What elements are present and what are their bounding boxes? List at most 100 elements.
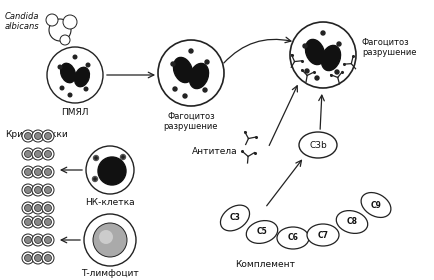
Circle shape: [45, 169, 52, 176]
Circle shape: [205, 60, 209, 64]
Circle shape: [73, 55, 77, 59]
Circle shape: [24, 237, 32, 244]
Circle shape: [24, 169, 32, 176]
Circle shape: [98, 157, 126, 185]
Circle shape: [42, 234, 54, 246]
Text: Комплемент: Комплемент: [235, 260, 295, 269]
Circle shape: [315, 76, 319, 80]
Circle shape: [203, 88, 207, 92]
Circle shape: [34, 186, 42, 193]
Ellipse shape: [336, 211, 368, 234]
Circle shape: [34, 151, 42, 157]
Text: C5: C5: [256, 227, 267, 237]
Circle shape: [58, 65, 62, 69]
Ellipse shape: [246, 221, 278, 243]
Circle shape: [32, 234, 44, 246]
Circle shape: [303, 44, 307, 48]
Text: НК-клетка: НК-клетка: [85, 198, 135, 207]
Circle shape: [173, 87, 177, 91]
Circle shape: [45, 151, 52, 157]
Circle shape: [22, 234, 34, 246]
Circle shape: [34, 237, 42, 244]
Circle shape: [60, 86, 64, 90]
Ellipse shape: [61, 63, 76, 83]
Circle shape: [183, 94, 187, 98]
Circle shape: [22, 166, 34, 178]
Circle shape: [32, 184, 44, 196]
Circle shape: [47, 47, 103, 103]
Circle shape: [86, 146, 134, 194]
Ellipse shape: [75, 67, 89, 87]
Text: Антитела: Антитела: [192, 148, 238, 157]
Circle shape: [337, 42, 341, 46]
Text: Криптококки: Криптококки: [5, 130, 68, 139]
Ellipse shape: [322, 45, 341, 71]
Circle shape: [42, 130, 54, 142]
Text: C3b: C3b: [309, 141, 327, 150]
Circle shape: [45, 186, 52, 193]
Circle shape: [32, 202, 44, 214]
Circle shape: [22, 216, 34, 228]
Ellipse shape: [307, 224, 339, 246]
Circle shape: [42, 216, 54, 228]
Text: Candida
albicans: Candida albicans: [5, 12, 39, 31]
Circle shape: [84, 214, 136, 266]
Circle shape: [22, 148, 34, 160]
Ellipse shape: [190, 63, 209, 88]
Circle shape: [321, 31, 325, 35]
Circle shape: [93, 155, 99, 160]
Ellipse shape: [277, 227, 309, 249]
Circle shape: [32, 252, 44, 264]
Circle shape: [24, 218, 32, 225]
Circle shape: [42, 166, 54, 178]
Circle shape: [42, 252, 54, 264]
Circle shape: [84, 87, 88, 91]
Text: Фагоцитоз
разрушение: Фагоцитоз разрушение: [164, 112, 218, 131]
Ellipse shape: [220, 205, 250, 231]
Ellipse shape: [174, 57, 193, 83]
Circle shape: [46, 14, 58, 26]
Circle shape: [22, 184, 34, 196]
Circle shape: [68, 93, 72, 97]
Circle shape: [34, 218, 42, 225]
Circle shape: [42, 184, 54, 196]
Circle shape: [171, 62, 175, 66]
Circle shape: [99, 230, 113, 244]
Circle shape: [60, 35, 70, 45]
Circle shape: [24, 255, 32, 262]
Circle shape: [45, 237, 52, 244]
Circle shape: [45, 255, 52, 262]
Circle shape: [24, 186, 32, 193]
Circle shape: [24, 132, 32, 139]
Circle shape: [24, 204, 32, 211]
Circle shape: [24, 151, 32, 157]
Circle shape: [86, 63, 90, 67]
Text: Т-лимфоцит: Т-лимфоцит: [81, 269, 139, 278]
Circle shape: [22, 202, 34, 214]
Circle shape: [45, 204, 52, 211]
Circle shape: [22, 130, 34, 142]
Text: C8: C8: [346, 218, 358, 227]
Circle shape: [92, 176, 98, 181]
Circle shape: [34, 204, 42, 211]
Circle shape: [32, 216, 44, 228]
Circle shape: [22, 252, 34, 264]
Text: ПМЯЛ: ПМЯЛ: [61, 108, 89, 117]
Text: C6: C6: [288, 234, 299, 242]
Circle shape: [34, 132, 42, 139]
Circle shape: [189, 49, 193, 53]
Text: C3: C3: [230, 213, 240, 223]
Text: Фагоцитоз
разрушение: Фагоцитоз разрушение: [362, 38, 417, 57]
Circle shape: [32, 148, 44, 160]
Ellipse shape: [299, 132, 337, 158]
Ellipse shape: [306, 39, 325, 65]
Circle shape: [93, 223, 127, 257]
Circle shape: [32, 130, 44, 142]
Ellipse shape: [361, 193, 391, 218]
Circle shape: [45, 218, 52, 225]
Circle shape: [42, 202, 54, 214]
Circle shape: [121, 155, 125, 160]
Circle shape: [42, 148, 54, 160]
Circle shape: [63, 15, 77, 29]
Circle shape: [34, 255, 42, 262]
